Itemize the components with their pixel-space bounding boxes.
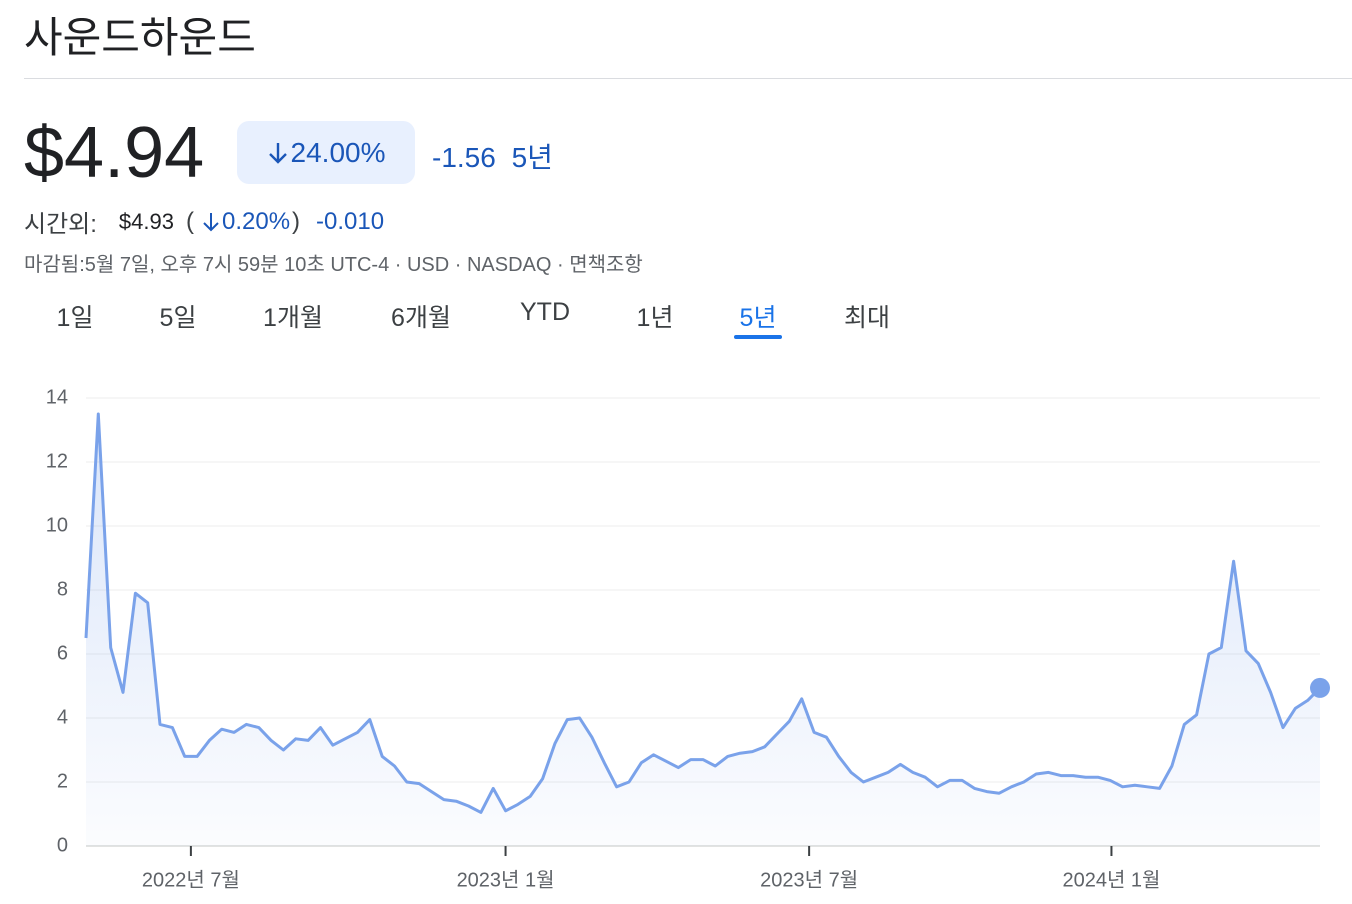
y-tick-label: 2 bbox=[57, 770, 68, 792]
range-tab[interactable]: 6개월 bbox=[391, 304, 451, 332]
y-tick-label: 10 bbox=[46, 514, 68, 536]
change-pct: 24.00% bbox=[290, 136, 386, 168]
after-hours-pct: 0.20% bbox=[221, 207, 291, 235]
page-title: 사운드하운드 bbox=[24, 14, 256, 61]
x-tick-label: 2024년 1월 bbox=[1062, 868, 1160, 891]
area bbox=[86, 414, 1320, 846]
paren: ) bbox=[292, 207, 301, 235]
range-tab[interactable]: 5일 bbox=[159, 304, 197, 332]
after-hours: 시간외: $4.93 ( 0.20% ) -0.010 bbox=[24, 204, 384, 239]
y-tick-label: 8 bbox=[57, 578, 68, 600]
tab-underline bbox=[734, 335, 782, 339]
change-row: -1.56 5년 bbox=[432, 136, 553, 176]
down-arrow bbox=[268, 142, 287, 164]
divider bbox=[24, 78, 1352, 79]
y-tick-label: 4 bbox=[57, 706, 68, 728]
y-tick-label: 14 bbox=[46, 386, 68, 408]
after-hours-price: $4.93 bbox=[118, 208, 174, 234]
paren: ( bbox=[185, 207, 194, 235]
price: $4.94 bbox=[24, 113, 205, 193]
after-hours-change: -0.010 bbox=[316, 207, 385, 235]
range-tab[interactable]: 5년 bbox=[739, 304, 777, 332]
end-dot bbox=[1310, 677, 1330, 698]
x-tick-label: 2022년 7월 bbox=[142, 868, 240, 891]
y-tick-label: 6 bbox=[57, 642, 68, 664]
change-chip: 24.00% bbox=[237, 121, 415, 184]
change: -1.56 bbox=[432, 142, 496, 173]
range-tab[interactable]: 1개월 bbox=[263, 304, 323, 332]
down-arrow bbox=[203, 212, 219, 231]
y-tick-label: 12 bbox=[46, 450, 68, 472]
range-tab[interactable]: 1년 bbox=[636, 304, 674, 332]
close-info: 마감됨:5월 7일, 오후 7시 59분 10초 UTC-4 · USD · N… bbox=[24, 254, 643, 276]
x-tick-label: 2023년 7월 bbox=[760, 868, 858, 891]
range-tab[interactable]: YTD bbox=[520, 298, 570, 326]
range-tab[interactable]: 1일 bbox=[56, 304, 94, 332]
y-tick-label: 0 bbox=[57, 834, 68, 856]
range-tab[interactable]: 최대 bbox=[843, 304, 891, 332]
price-line bbox=[84, 412, 1322, 814]
range-tabs: 1일 5일 1개월 6개월 YTD 1년 5년 최대 bbox=[0, 298, 1352, 342]
period: 5년 bbox=[511, 142, 553, 173]
after-hours-label: 시간외: bbox=[24, 211, 97, 238]
x-tick-label: 2023년 1월 bbox=[457, 868, 555, 891]
